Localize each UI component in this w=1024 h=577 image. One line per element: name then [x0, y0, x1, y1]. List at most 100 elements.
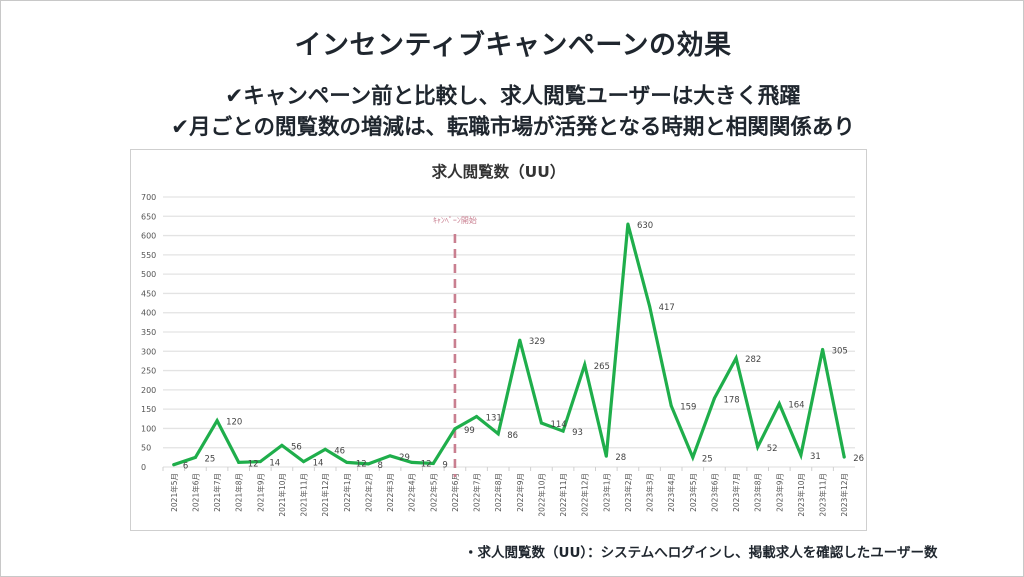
x-tick-label: 2021年12月	[320, 473, 330, 517]
x-tick-label: 2022年1月	[342, 473, 352, 512]
campaign-start-label: ｷｬﾝﾍﾟｰﾝ開始	[433, 215, 477, 225]
data-label: 31	[810, 452, 821, 462]
data-label: 46	[334, 446, 345, 456]
data-label: 25	[204, 454, 215, 464]
data-label: 52	[767, 444, 778, 454]
data-point	[302, 460, 306, 464]
data-label: 86	[507, 431, 518, 441]
x-tick-label: 2022年12月	[580, 473, 590, 517]
data-point	[388, 454, 392, 458]
y-tick-label: 400	[141, 309, 156, 318]
data-label: 12	[356, 459, 367, 469]
data-label: 26	[853, 454, 864, 464]
data-point	[215, 419, 219, 423]
data-label: 6	[183, 462, 188, 472]
data-point	[756, 445, 760, 449]
x-tick-label: 2021年7月	[212, 473, 222, 512]
data-point	[842, 455, 846, 459]
x-tick-label: 2023年10月	[796, 473, 806, 517]
data-point	[777, 402, 781, 406]
y-tick-label: 500	[141, 270, 156, 279]
data-point	[669, 404, 673, 408]
data-point	[193, 455, 197, 459]
x-tick-label: 2022年7月	[472, 473, 482, 512]
series-line	[172, 223, 846, 467]
x-tick-label: 2021年8月	[234, 473, 244, 512]
y-tick-label: 50	[141, 444, 151, 453]
data-label: 14	[269, 459, 280, 469]
y-tick-label: 300	[141, 347, 156, 356]
y-tick-label: 0	[141, 463, 146, 472]
data-label: 178	[723, 395, 739, 405]
x-tick-label: 2023年12月	[839, 473, 849, 517]
y-tick-label: 600	[141, 232, 156, 241]
data-point	[345, 460, 349, 464]
chart-title: 求人閲覧数（UU）	[431, 163, 566, 181]
y-tick-label: 100	[141, 424, 156, 433]
data-label: 28	[615, 453, 626, 463]
footnote: ・求人閲覧数（UU）：システムへログインし、掲載求人を確認したユーザー数	[464, 545, 938, 561]
x-tick-label: 2022年5月	[428, 473, 438, 512]
x-tick-label: 2022年2月	[363, 473, 373, 512]
x-tick-label: 2021年9月	[255, 473, 265, 512]
x-tick-label: 2023年11月	[818, 473, 828, 517]
y-tick-label: 350	[141, 328, 156, 337]
x-tick-label: 2023年4月	[666, 473, 676, 512]
x-tick-label: 2022年10月	[536, 473, 546, 517]
data-point	[561, 429, 565, 433]
y-tick-label: 200	[141, 386, 156, 395]
data-label: 265	[594, 362, 610, 372]
x-tick-label: 2022年8月	[493, 473, 503, 512]
x-tick-label: 2023年6月	[709, 473, 719, 512]
data-point	[258, 460, 262, 464]
x-tick-label: 2023年7月	[731, 473, 741, 512]
key-points: ✔キャンペーン前と比較し、求人閲覧ユーザーは大きく飛躍 ✔月ごとの閲覧数の増減は…	[1, 81, 1024, 143]
data-label: 56	[291, 442, 302, 452]
data-label: 630	[637, 221, 653, 231]
data-point	[280, 443, 284, 447]
x-tick-label: 2021年10月	[277, 473, 287, 517]
key-point-1: ✔キャンペーン前と比較し、求人閲覧ユーザーは大きく飛躍	[225, 84, 801, 109]
data-point	[648, 304, 652, 308]
data-label: 12	[248, 459, 259, 469]
chart-container: 求人閲覧数（UU） 0 50 100 150 200 250 300 350 400 450 500…	[130, 149, 867, 531]
data-point	[496, 432, 500, 436]
data-label: 114	[550, 420, 566, 430]
data-label: 120	[226, 418, 242, 428]
y-tick-label: 650	[141, 212, 156, 221]
data-point	[539, 421, 543, 425]
x-tick-label: 2022年3月	[385, 473, 395, 512]
data-label: 9	[442, 461, 447, 471]
data-label: 29	[399, 453, 410, 463]
data-label: 159	[680, 403, 696, 413]
data-label: 8	[377, 461, 382, 471]
data-point	[821, 347, 825, 351]
x-tick-label: 2022年6月	[450, 473, 460, 512]
y-tick-label: 250	[141, 367, 156, 376]
data-label: 329	[529, 337, 545, 347]
data-point	[518, 338, 522, 342]
y-tick-label: 450	[141, 289, 156, 298]
data-point	[366, 462, 370, 466]
x-tick-label: 2023年9月	[774, 473, 784, 512]
data-label: 93	[572, 428, 583, 438]
data-label: 131	[486, 413, 502, 423]
x-tick-label: 2023年5月	[688, 473, 698, 512]
x-tick-label: 2023年1月	[601, 473, 611, 512]
data-point	[323, 447, 327, 451]
x-tick-label: 2022年9月	[515, 473, 525, 512]
data-point	[799, 453, 803, 457]
data-point	[172, 463, 176, 467]
data-label: 164	[788, 401, 804, 411]
line-chart: 0 50 100 150 200 250 300 350 400 450 500 550 600 650 7…	[141, 193, 864, 517]
y-tick-label: 550	[141, 251, 156, 260]
data-point	[604, 454, 608, 458]
x-tick-label: 2023年2月	[623, 473, 633, 512]
data-point	[712, 396, 716, 400]
data-point	[626, 222, 630, 226]
x-tick-label: 2022年4月	[407, 473, 417, 512]
slide-title: インセンティブキャンペーンの効果	[294, 30, 732, 61]
data-point	[237, 460, 241, 464]
data-point	[410, 460, 414, 464]
